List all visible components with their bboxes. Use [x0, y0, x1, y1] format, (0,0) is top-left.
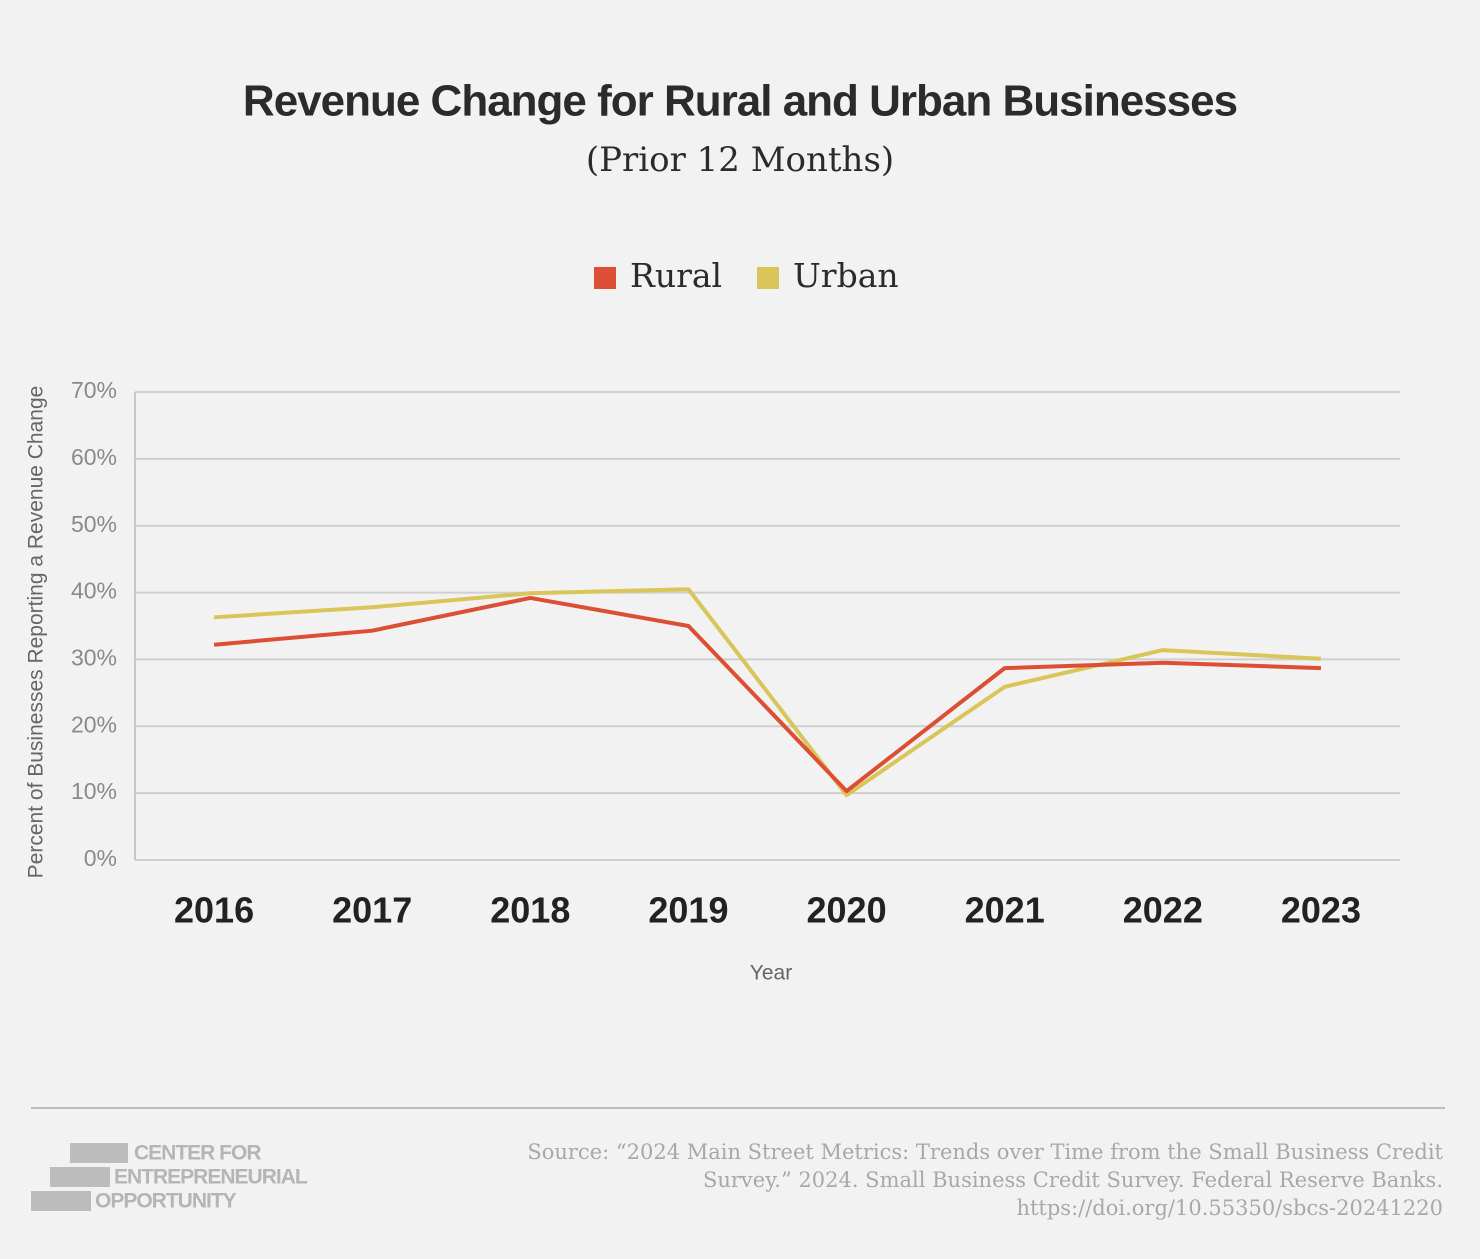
x-tick-label: 2018 [490, 890, 570, 931]
x-tick-label: 2020 [807, 890, 887, 931]
y-tick-label: 30% [71, 645, 117, 671]
y-tick-label: 60% [71, 444, 117, 470]
y-tick-label: 20% [71, 711, 117, 737]
chart-subtitle: (Prior 12 Months) [586, 140, 894, 180]
legend-swatch [757, 267, 779, 289]
logo-bar [70, 1143, 128, 1163]
x-tick-label: 2023 [1281, 890, 1361, 931]
logo-text: ENTREPRENEURIAL [114, 1166, 308, 1189]
logo-text: OPPORTUNITY [95, 1190, 237, 1213]
x-tick-label: 2016 [174, 890, 254, 931]
x-tick-label: 2017 [332, 890, 412, 931]
y-tick-label: 40% [71, 578, 117, 604]
y-tick-label: 0% [84, 845, 117, 871]
y-axis-title: Percent of Businesses Reporting a Revenu… [25, 386, 48, 879]
data-line [213, 595, 1322, 794]
x-axis-title: Year [750, 962, 792, 985]
logo-bar [50, 1167, 110, 1187]
x-tick-label: 2019 [648, 890, 728, 931]
legend-label: Urban [793, 256, 899, 295]
legend-label: Rural [630, 256, 722, 295]
x-tick-label: 2021 [965, 890, 1045, 931]
logo-text: CENTER FOR [134, 1142, 261, 1165]
x-tick-label: 2022 [1123, 890, 1203, 931]
logo-mark [31, 1143, 128, 1211]
logo-bar [31, 1191, 91, 1211]
legend-swatch [594, 267, 616, 289]
source-note: Source: “2024 Main Street Metrics: Trend… [527, 1140, 1443, 1220]
data-line [213, 587, 1322, 798]
y-tick-label: 50% [71, 511, 117, 537]
chart-title: Revenue Change for Rural and Urban Busin… [243, 77, 1237, 126]
y-tick-label: 10% [71, 778, 117, 804]
y-tick-label: 70% [71, 377, 117, 403]
